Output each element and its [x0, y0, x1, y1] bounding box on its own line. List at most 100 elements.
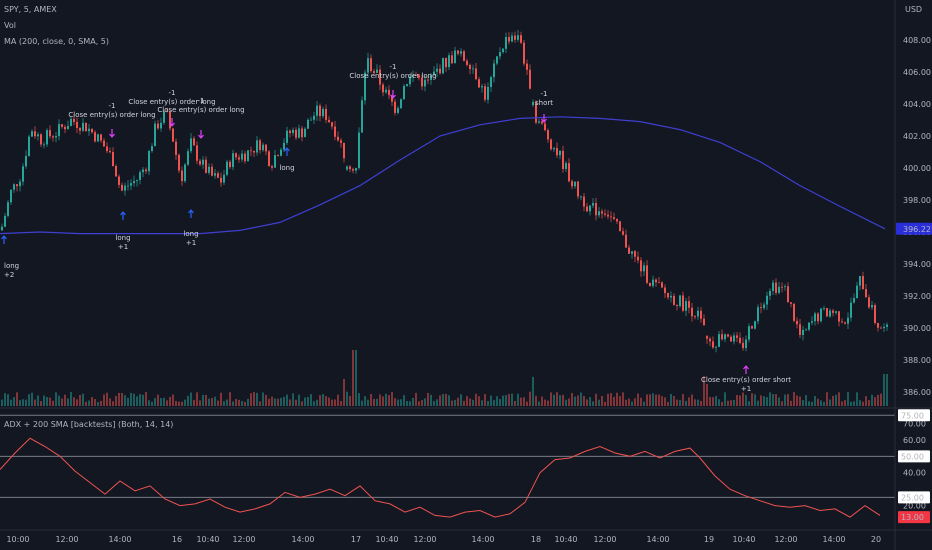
candle-body — [625, 234, 627, 248]
candle-body — [232, 153, 234, 168]
volume-bar — [424, 398, 426, 406]
candle-body — [571, 181, 573, 187]
volume-bar — [565, 399, 567, 406]
candle-body — [40, 134, 42, 145]
volume-bar — [280, 397, 282, 406]
volume-bar — [349, 395, 351, 406]
candle-body — [448, 55, 450, 68]
time-tick-label: 12:00 — [593, 535, 616, 544]
time-tick-label: 10:40 — [196, 535, 219, 544]
volume-bar — [613, 396, 615, 406]
candle-body — [361, 100, 363, 133]
trade-arrow — [1, 235, 7, 244]
trade-qty-label: -1 — [169, 89, 176, 97]
volume-bar — [298, 394, 300, 406]
volume-bar — [433, 401, 435, 406]
volume-bar — [304, 397, 306, 406]
candle-body — [658, 282, 660, 284]
volume-bar — [151, 401, 153, 406]
adx-legend[interactable]: ADX + 200 SMA [backtests] (Both, 14, 14) — [4, 420, 174, 429]
volume-bar — [49, 397, 51, 406]
volume-bar — [763, 396, 765, 406]
candle-body — [334, 126, 336, 137]
candle-body — [454, 50, 456, 64]
volume-bar — [778, 397, 780, 406]
volume-bar — [319, 395, 321, 406]
candle-body — [697, 310, 699, 317]
time-tick-label: 12:00 — [413, 535, 436, 544]
candle-body — [379, 69, 381, 85]
candle-body — [595, 203, 597, 216]
volume-bar — [841, 401, 843, 406]
candle-body — [358, 132, 360, 169]
volume-bar — [61, 398, 63, 406]
candle-body — [736, 335, 738, 338]
trade-label: Close entry(s) order long — [157, 106, 244, 114]
volume-bar — [25, 399, 27, 406]
candle-body — [823, 308, 825, 309]
volume-bar — [94, 399, 96, 406]
volume-bar — [466, 396, 468, 406]
candle-body — [817, 313, 819, 322]
volume-bar — [172, 394, 174, 406]
candle-body — [16, 184, 18, 187]
candle-body — [310, 119, 312, 121]
volume-bar — [340, 401, 342, 406]
trade-arrow — [120, 211, 126, 220]
candle-body — [502, 48, 504, 53]
volume-bar — [352, 350, 354, 406]
candle-body — [295, 129, 297, 138]
candle-body — [820, 308, 822, 322]
candle-body — [307, 119, 309, 129]
candle-body — [781, 286, 783, 288]
candle-body — [847, 317, 849, 324]
volume-bar — [175, 400, 177, 406]
volume-bar — [73, 397, 75, 406]
candle-body — [256, 140, 258, 153]
volume-bar — [820, 400, 822, 406]
volume-bar — [121, 393, 123, 406]
volume-bar — [28, 394, 30, 406]
volume-bar — [166, 400, 168, 406]
volume-bar — [637, 393, 639, 406]
candle-body — [136, 180, 138, 182]
volume-bar — [616, 392, 618, 406]
volume-bar — [70, 392, 72, 406]
volume-legend[interactable]: Vol — [4, 21, 16, 30]
candle-body — [469, 64, 471, 70]
candle-body — [292, 129, 294, 133]
candle-body — [406, 84, 408, 86]
volume-bar — [268, 398, 270, 406]
ma-legend[interactable]: MA (200, close, 0, SMA, 5) — [4, 37, 110, 46]
volume-bar — [271, 396, 273, 406]
symbol-legend[interactable]: SPY, 5, AMEX — [4, 5, 57, 14]
adx-level-badge — [898, 409, 930, 422]
candle-body — [274, 155, 276, 168]
volume-bar — [661, 396, 663, 406]
volume-bar — [772, 394, 774, 406]
candle-body — [844, 322, 846, 324]
candle-body — [664, 287, 666, 294]
candle-body — [598, 211, 600, 216]
candle-body — [289, 130, 291, 133]
candle-body — [373, 71, 375, 74]
candle-body — [700, 310, 702, 319]
candle-body — [343, 142, 345, 159]
volume-bar — [112, 401, 114, 406]
candle-body — [613, 217, 615, 219]
ma-200-line — [0, 116, 886, 235]
volume-bar — [274, 398, 276, 406]
candle-body — [172, 128, 174, 142]
volume-bar — [91, 397, 93, 406]
volume-bar — [754, 394, 756, 406]
candle-body — [835, 311, 837, 313]
volume-bar — [691, 394, 693, 406]
candle-body — [787, 286, 789, 303]
volume-bar — [529, 391, 531, 406]
volume-bar — [310, 394, 312, 406]
candle-body — [601, 211, 603, 214]
candle-body — [880, 327, 882, 329]
volume-bar — [337, 394, 339, 406]
candle-body — [241, 153, 243, 160]
